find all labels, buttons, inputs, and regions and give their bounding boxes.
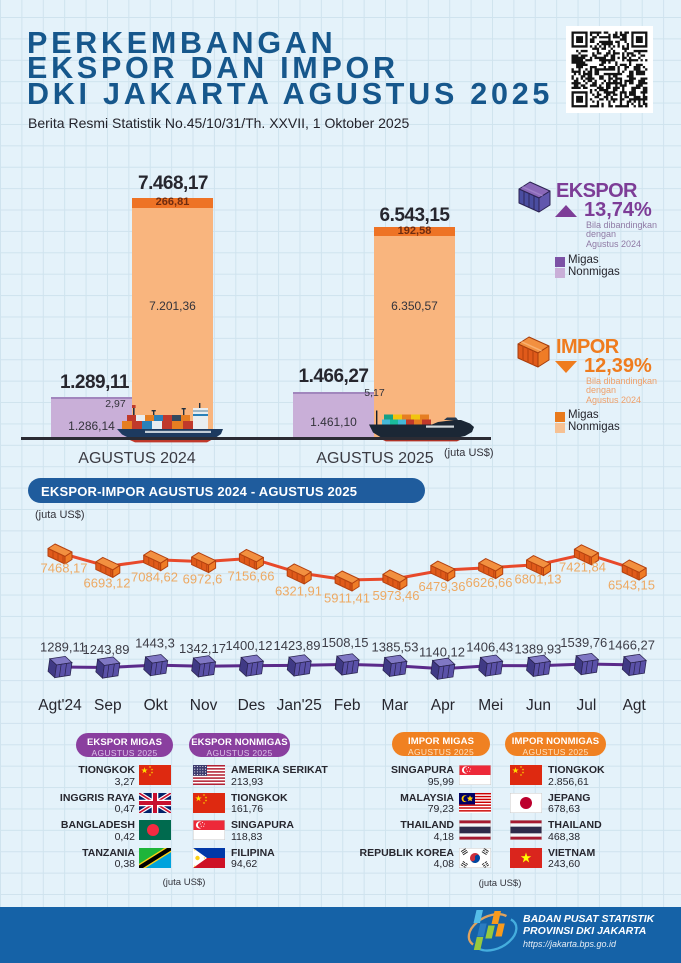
svg-text:Agt'24: Agt'24 (38, 697, 82, 714)
svg-text:Jun: Jun (526, 697, 551, 714)
svg-text:Feb: Feb (334, 697, 361, 714)
svg-text:5973,46: 5973,46 (373, 588, 420, 603)
svg-text:1508,15: 1508,15 (322, 635, 369, 650)
svg-text:Nov: Nov (190, 697, 218, 714)
svg-text:6543,15: 6543,15 (608, 578, 655, 593)
svg-text:Agt: Agt (623, 697, 647, 714)
svg-text:1389,93: 1389,93 (514, 641, 561, 656)
svg-text:Okt: Okt (144, 697, 169, 714)
svg-text:6479,36: 6479,36 (419, 579, 466, 594)
svg-text:Apr: Apr (431, 697, 455, 714)
svg-text:7468,17: 7468,17 (41, 561, 88, 576)
svg-text:Mei: Mei (478, 697, 503, 714)
svg-text:5911,41: 5911,41 (324, 591, 370, 606)
svg-text:1423,89: 1423,89 (274, 638, 321, 653)
svg-text:7421,84: 7421,84 (559, 560, 606, 575)
svg-text:1243,89: 1243,89 (83, 642, 130, 657)
svg-text:Jul: Jul (576, 697, 596, 714)
svg-text:1342,17: 1342,17 (179, 641, 226, 656)
svg-text:1385,53: 1385,53 (372, 639, 419, 654)
svg-text:Mar: Mar (382, 697, 409, 714)
svg-text:1140,12: 1140,12 (419, 645, 465, 660)
svg-text:Sep: Sep (94, 697, 122, 714)
svg-text:1400,12: 1400,12 (226, 638, 273, 653)
svg-text:7084,62: 7084,62 (131, 570, 178, 585)
svg-text:1466,27: 1466,27 (608, 637, 655, 652)
svg-text:1539,76: 1539,76 (560, 635, 607, 650)
svg-text:1406,43: 1406,43 (466, 639, 513, 654)
svg-text:6801,13: 6801,13 (515, 572, 562, 587)
svg-text:1289,11: 1289,11 (40, 640, 86, 655)
svg-text:6693,12: 6693,12 (84, 576, 131, 591)
svg-text:7156,66: 7156,66 (228, 569, 275, 584)
svg-text:6972,6: 6972,6 (183, 572, 223, 587)
svg-text:6321,91: 6321,91 (275, 584, 322, 599)
svg-text:1443,3: 1443,3 (135, 636, 175, 651)
svg-text:6626,66: 6626,66 (466, 575, 513, 590)
svg-text:Des: Des (238, 697, 266, 714)
svg-text:Jan'25: Jan'25 (277, 697, 322, 714)
